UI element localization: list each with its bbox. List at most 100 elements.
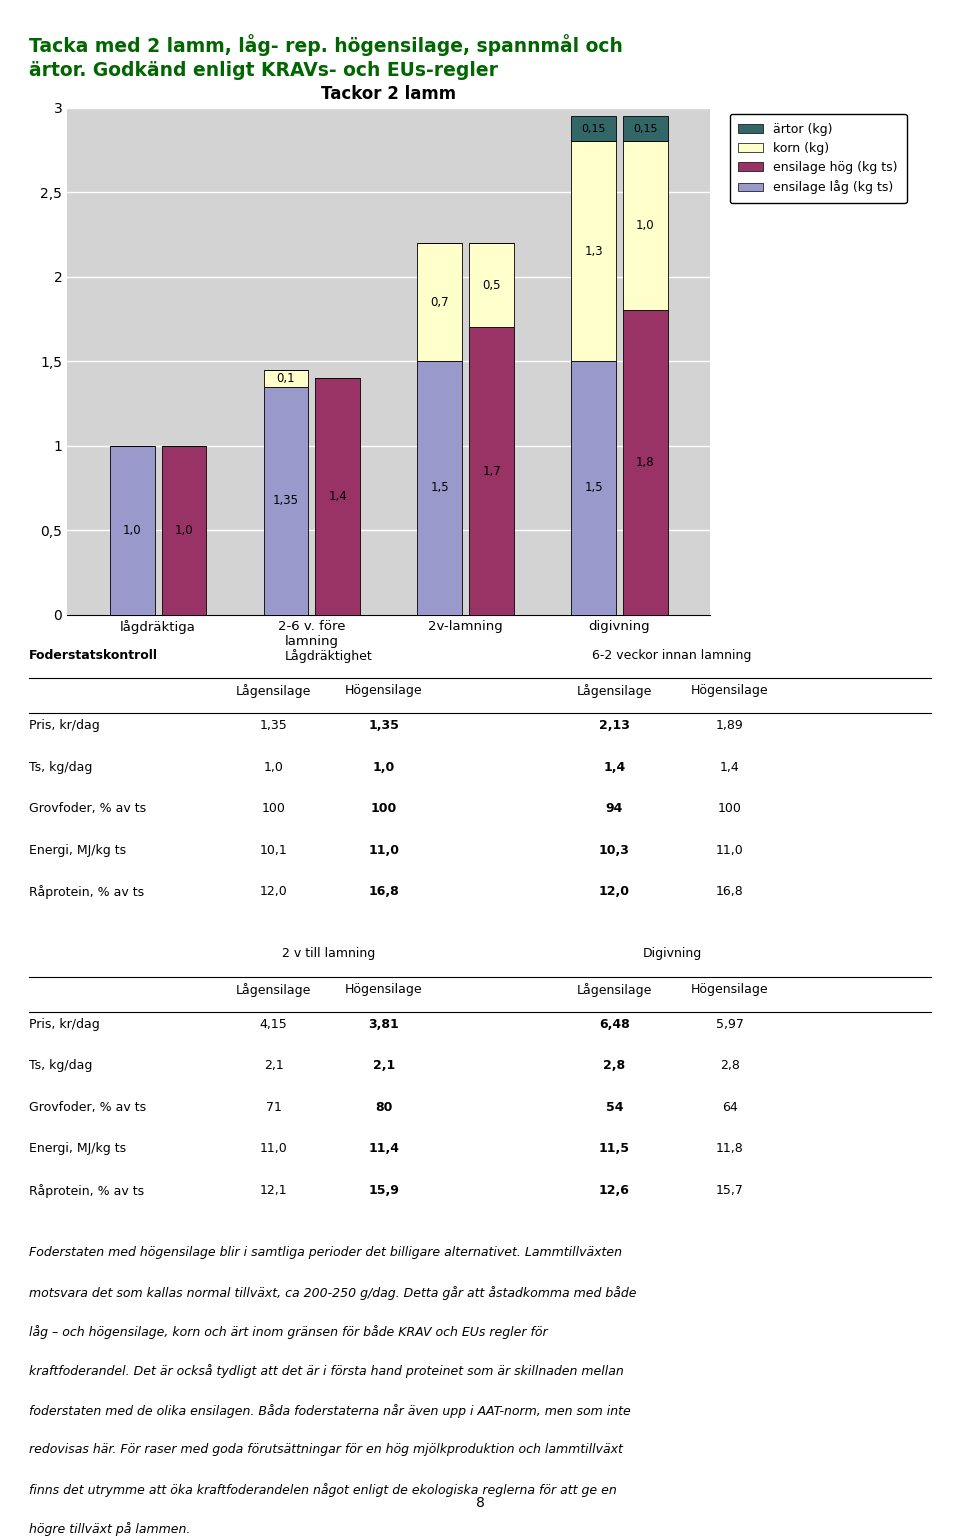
Text: 16,8: 16,8 [369,885,399,898]
Text: 11,8: 11,8 [716,1142,743,1156]
Text: 11,0: 11,0 [260,1142,287,1156]
Text: 1,4: 1,4 [328,490,348,503]
Text: Pris, kr/dag: Pris, kr/dag [29,719,100,732]
Text: 12,0: 12,0 [599,885,630,898]
Bar [571,141,616,361]
Text: 11,0: 11,0 [369,844,399,856]
Text: 54: 54 [606,1100,623,1114]
Text: 1,7: 1,7 [482,464,501,478]
Text: 5,97: 5,97 [715,1017,744,1031]
Text: Högensilage: Högensilage [691,684,768,696]
Bar [161,446,206,615]
Bar [623,117,668,141]
Text: 0,15: 0,15 [634,123,658,134]
Text: 1,35: 1,35 [273,495,299,507]
Text: Högensilage: Högensilage [346,684,422,696]
Bar [316,378,360,615]
Text: 1,0: 1,0 [123,524,141,536]
Text: 16,8: 16,8 [716,885,743,898]
Text: 1,5: 1,5 [430,481,449,495]
Text: Lågensilage: Lågensilage [236,982,311,996]
Text: Pris, kr/dag: Pris, kr/dag [29,1017,100,1031]
Text: 1,4: 1,4 [603,761,626,773]
Text: 1,4: 1,4 [720,761,739,773]
Text: Foderstatskontroll: Foderstatskontroll [29,649,157,661]
Text: 2 v till lamning: 2 v till lamning [282,947,375,961]
Text: 11,5: 11,5 [599,1142,630,1156]
Text: 100: 100 [371,802,397,815]
Text: Grovfoder, % av ts: Grovfoder, % av ts [29,1100,146,1114]
Text: Lågensilage: Lågensilage [577,684,652,698]
Text: 1,35: 1,35 [260,719,287,732]
Bar [623,310,668,615]
Text: Digivning: Digivning [642,947,702,961]
Text: Råprotein, % av ts: Råprotein, % av ts [29,885,144,899]
Text: 15,7: 15,7 [715,1183,744,1197]
Text: motsvara det som kallas normal tillväxt, ca 200-250 g/dag. Detta går att åstadko: motsvara det som kallas normal tillväxt,… [29,1285,636,1300]
Bar [623,141,668,310]
Bar [469,327,514,615]
Text: Grovfoder, % av ts: Grovfoder, % av ts [29,802,146,815]
Text: Energi, MJ/kg ts: Energi, MJ/kg ts [29,1142,126,1156]
Text: Tacka med 2 lamm, låg- rep. högensilage, spannmål och
ärtor. Godkänd enligt KRAV: Tacka med 2 lamm, låg- rep. högensilage,… [29,34,623,80]
Text: 1,0: 1,0 [372,761,396,773]
Text: redovisas här. För raser med goda förutsättningar för en hög mjölkproduktion och: redovisas här. För raser med goda föruts… [29,1443,623,1457]
Legend: ärtor (kg), korn (kg), ensilage hög (kg ts), ensilage låg (kg ts): ärtor (kg), korn (kg), ensilage hög (kg … [730,114,906,203]
Bar [571,361,616,615]
Text: 10,3: 10,3 [599,844,630,856]
Text: 1,0: 1,0 [636,220,655,232]
Text: 12,1: 12,1 [260,1183,287,1197]
Title: Tackor 2 lamm: Tackor 2 lamm [322,85,456,103]
Text: 100: 100 [262,802,285,815]
Text: 4,15: 4,15 [260,1017,287,1031]
Text: 1,8: 1,8 [636,456,655,469]
Text: 10,1: 10,1 [260,844,287,856]
Text: 6-2 veckor innan lamning: 6-2 veckor innan lamning [592,649,752,661]
Bar [109,446,155,615]
Text: Högensilage: Högensilage [691,982,768,996]
Text: 1,5: 1,5 [585,481,603,495]
Text: 0,1: 0,1 [276,372,296,384]
Text: 2,8: 2,8 [720,1059,739,1073]
Text: 64: 64 [722,1100,737,1114]
Text: 11,0: 11,0 [716,844,743,856]
Text: 1,3: 1,3 [585,244,603,258]
Bar [469,243,514,327]
Text: Energi, MJ/kg ts: Energi, MJ/kg ts [29,844,126,856]
Text: 0,15: 0,15 [582,123,606,134]
Text: 100: 100 [718,802,741,815]
Text: 71: 71 [266,1100,281,1114]
Text: kraftfoderandel. Det är också tydligt att det är i första hand proteinet som är : kraftfoderandel. Det är också tydligt at… [29,1365,624,1379]
Text: 11,4: 11,4 [369,1142,399,1156]
Text: Ts, kg/dag: Ts, kg/dag [29,1059,92,1073]
Text: 8: 8 [475,1496,485,1511]
Text: Lågensilage: Lågensilage [577,982,652,996]
Bar [264,387,308,615]
Text: högre tillväxt på lammen.: högre tillväxt på lammen. [29,1522,190,1535]
Text: 2,8: 2,8 [603,1059,626,1073]
Text: Lågensilage: Lågensilage [236,684,311,698]
Text: 80: 80 [375,1100,393,1114]
Text: Ts, kg/dag: Ts, kg/dag [29,761,92,773]
Text: 0,5: 0,5 [482,278,501,292]
Text: 2,1: 2,1 [264,1059,283,1073]
Text: 12,6: 12,6 [599,1183,630,1197]
Text: Råprotein, % av ts: Råprotein, % av ts [29,1183,144,1197]
Text: Högensilage: Högensilage [346,982,422,996]
Text: låg – och högensilage, korn och ärt inom gränsen för både KRAV och EUs regler fö: låg – och högensilage, korn och ärt inom… [29,1325,547,1339]
Text: 94: 94 [606,802,623,815]
Text: finns det utrymme att öka kraftfoderandelen något enligt de ekologiska reglerna : finns det utrymme att öka kraftfoderande… [29,1483,616,1497]
Text: 0,7: 0,7 [430,295,449,309]
Text: 1,89: 1,89 [716,719,743,732]
Text: 2,13: 2,13 [599,719,630,732]
Text: Lågdräktighet: Lågdräktighet [285,649,372,662]
Text: 15,9: 15,9 [369,1183,399,1197]
Text: 12,0: 12,0 [260,885,287,898]
Bar [264,370,308,387]
Text: foderstaten med de olika ensilagen. Båda foderstaterna når även upp i AAT-norm, : foderstaten med de olika ensilagen. Båda… [29,1403,631,1417]
Bar [418,361,462,615]
Text: 3,81: 3,81 [369,1017,399,1031]
Text: 1,0: 1,0 [175,524,193,536]
Text: 1,35: 1,35 [369,719,399,732]
Bar [571,117,616,141]
